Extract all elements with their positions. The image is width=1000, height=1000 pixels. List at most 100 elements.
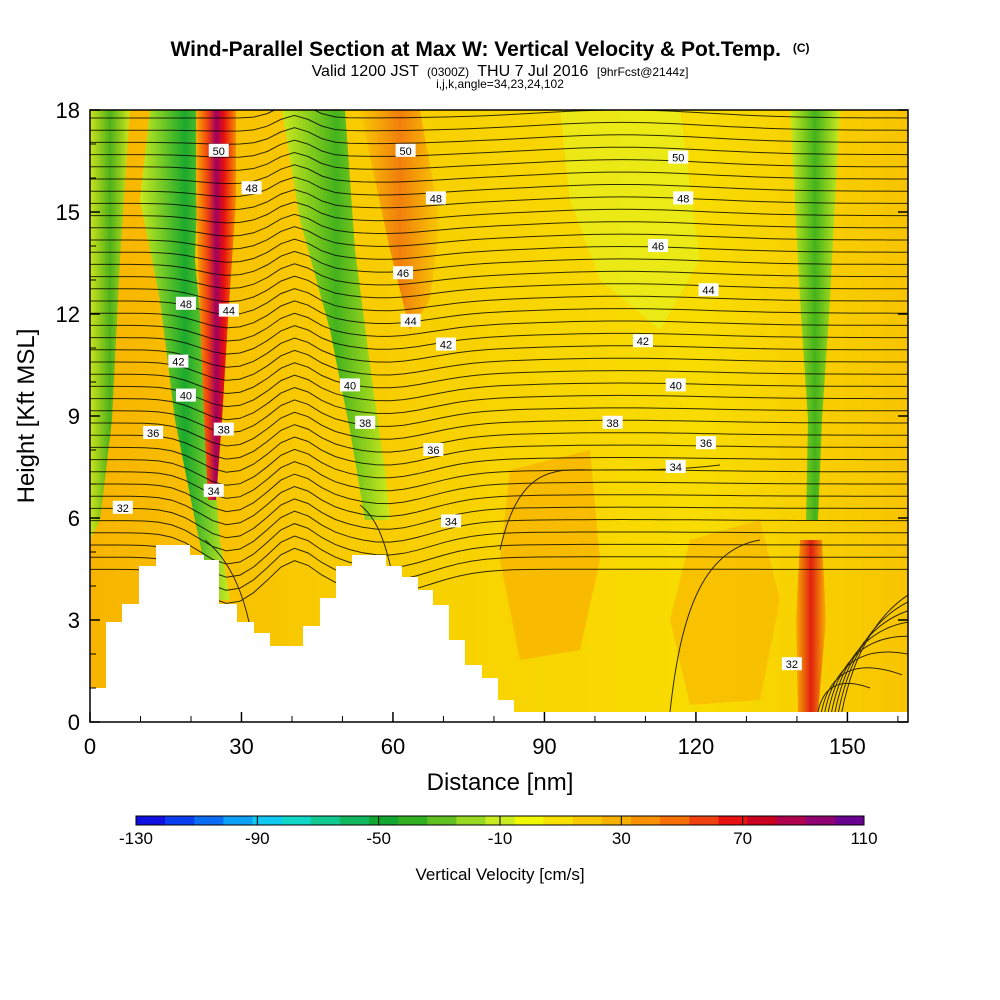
y-tick-label: 18 (56, 98, 80, 123)
colorbar-tick-label: -90 (245, 829, 270, 848)
contour-label-text: 48 (180, 299, 192, 311)
contour-label-bg (665, 460, 686, 473)
contour-label-text: 44 (405, 316, 417, 328)
contour-label-text: 38 (359, 418, 371, 430)
colorbar-swatch (165, 816, 195, 825)
theta-contour-line (90, 250, 908, 276)
weak-downdraft-right (560, 110, 700, 330)
colorbar-swatch (223, 816, 253, 825)
contour-label-bg (213, 422, 234, 436)
contour-label-text: 34 (445, 516, 457, 528)
theta-contour-line (90, 275, 908, 303)
contour-label: 34 (441, 514, 462, 528)
valid-utc: (0300Z) (427, 65, 469, 79)
contour-label-text: 34 (670, 462, 682, 474)
updraft-core (196, 110, 236, 500)
chart-title: Wind-Parallel Section at Max W: Vertical… (170, 38, 781, 61)
theta-contour-line (90, 263, 908, 290)
colorbar-swatch (136, 816, 166, 825)
contour-label-text: 48 (430, 193, 442, 205)
contour-label-bg (355, 415, 376, 429)
y-tick-label: 3 (68, 608, 80, 633)
contour-label: 32 (781, 657, 802, 671)
contour-label-text: 38 (606, 418, 618, 430)
contour-label-text: 46 (397, 268, 409, 280)
copyright-mark: (C) (793, 41, 810, 55)
contour-label-text: 32 (786, 659, 798, 671)
theta-contour-line (90, 213, 908, 237)
contour-label: 40 (175, 388, 196, 403)
x-axis: 0 30 60 90 120 150 (84, 712, 899, 759)
colorbar-swatch (689, 816, 719, 825)
contour-label: 36 (423, 443, 444, 457)
contour-label-bg (218, 303, 239, 317)
colorbar-swatch (543, 816, 574, 825)
contour-label-bg (673, 191, 694, 205)
contour-label-text: 44 (223, 306, 235, 318)
theta-contour-line (90, 498, 908, 539)
contour-label: 50 (395, 143, 416, 158)
x-tick-label: 90 (532, 734, 556, 759)
contour-label-bg (781, 657, 802, 671)
contour-label: 36 (696, 436, 717, 450)
theta-contour-line (837, 601, 908, 713)
contour-label-bg (665, 378, 686, 392)
contour-label: 34 (203, 483, 224, 498)
contour-label: 34 (665, 460, 686, 474)
colorbar-swatch (631, 816, 661, 825)
theta-contour-line (90, 110, 908, 119)
svg-text:Wind-Parallel Section at Max W: Wind-Parallel Section at Max W: Vertical… (170, 38, 809, 61)
contour-label-text: 32 (117, 503, 129, 515)
contour-label-text: 36 (147, 428, 159, 440)
colorbar-swatch (398, 816, 428, 825)
contour-label: 40 (340, 378, 361, 392)
colorbar-swatch (776, 816, 807, 825)
colorbar-title: Vertical Velocity [cm/s] (415, 865, 584, 884)
theta-contour-line (90, 164, 908, 185)
contour-label: 48 (673, 191, 694, 205)
contour-label: 38 (355, 415, 376, 430)
contour-label-bg (668, 150, 689, 164)
x-tick-label: 60 (381, 734, 405, 759)
theta-contour-line (90, 386, 908, 421)
theta-contour-line (90, 411, 908, 447)
contour-label: 44 (400, 313, 421, 328)
y-tick-label: 6 (68, 506, 80, 531)
contour-label-text: 50 (399, 146, 411, 158)
contour-label: 44 (218, 303, 239, 318)
contour-label: 32 (112, 500, 133, 515)
contour-label: 42 (632, 334, 653, 348)
terrain-mask (90, 545, 908, 722)
contour-label-bg (168, 354, 189, 368)
contour-label-bg (143, 426, 164, 439)
colorbar-swatch (310, 816, 341, 825)
contour-label: 48 (425, 191, 446, 205)
colorbar-swatch (660, 816, 690, 825)
colorbar-swatch (194, 816, 224, 825)
updraft-band-right (796, 540, 826, 712)
contour-label-text: 40 (344, 380, 356, 392)
contour-label-text: 48 (677, 193, 689, 205)
theta-contour-line (90, 448, 908, 486)
theta-contour-line (827, 635, 908, 713)
contour-label-text: 36 (700, 438, 712, 450)
y-tick-label: 12 (56, 302, 80, 327)
y-axis-title: Height [Kft MSL] (13, 329, 40, 504)
theta-contour-line (90, 535, 908, 578)
contour-label-bg (340, 378, 361, 392)
theta-contour-line (90, 547, 908, 591)
y-tick-label: 15 (56, 200, 80, 225)
colorbar-tick-label: -50 (366, 829, 391, 848)
theta-contour-line (90, 374, 908, 408)
theta-contour-line (90, 362, 908, 395)
contour-label-text: 42 (172, 357, 184, 369)
contour-label: 40 (665, 378, 686, 392)
updraft-lower-blob-right (670, 520, 780, 705)
contour-label: 38 (602, 415, 623, 430)
theta-contour-line (90, 436, 908, 473)
colorbar-swatch (747, 816, 778, 825)
contour-label: 46 (393, 266, 414, 280)
theta-contour-line (90, 325, 908, 355)
colorbar-swatch (572, 816, 603, 825)
